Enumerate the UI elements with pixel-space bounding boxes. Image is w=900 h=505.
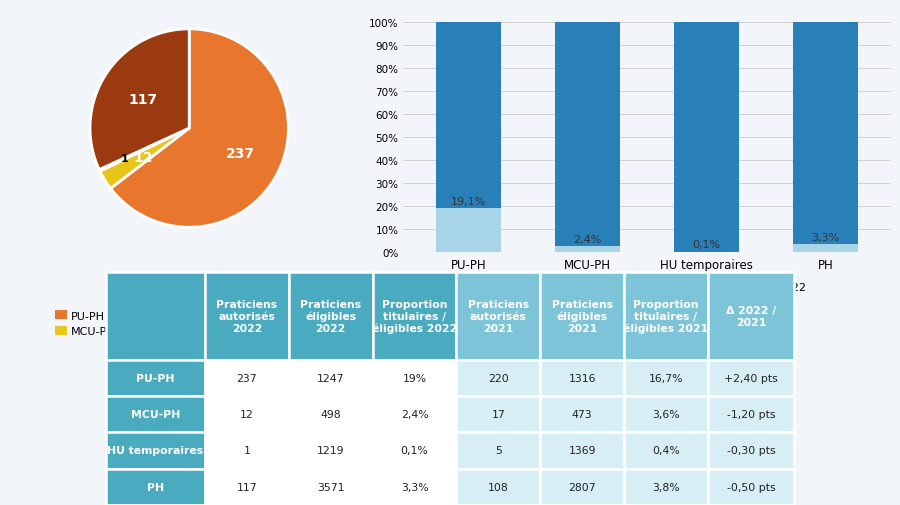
Text: 237: 237: [226, 147, 256, 161]
Legend: Praticiens autorisés 2022, Praticiens éligibles 2022: Praticiens autorisés 2022, Praticiens él…: [484, 277, 810, 296]
Text: 19,1%: 19,1%: [451, 196, 486, 207]
Wedge shape: [111, 30, 288, 228]
Text: 2,4%: 2,4%: [573, 235, 602, 245]
Bar: [436, 209, 501, 252]
Wedge shape: [99, 129, 189, 172]
Text: 0,1%: 0,1%: [693, 240, 721, 250]
Text: 1: 1: [121, 154, 129, 164]
Legend: PU-PH, MCU-PH, HU temporaires, PH: PU-PH, MCU-PH, HU temporaires, PH: [51, 307, 232, 341]
Bar: [674, 23, 740, 252]
Bar: [436, 23, 501, 252]
Bar: [793, 23, 859, 252]
Bar: [793, 245, 859, 252]
Text: 12: 12: [133, 150, 152, 164]
Wedge shape: [90, 30, 189, 170]
Text: 3,3%: 3,3%: [812, 233, 840, 242]
Bar: [555, 23, 620, 252]
Bar: [555, 247, 620, 252]
Wedge shape: [100, 129, 189, 189]
Text: 117: 117: [129, 92, 158, 107]
